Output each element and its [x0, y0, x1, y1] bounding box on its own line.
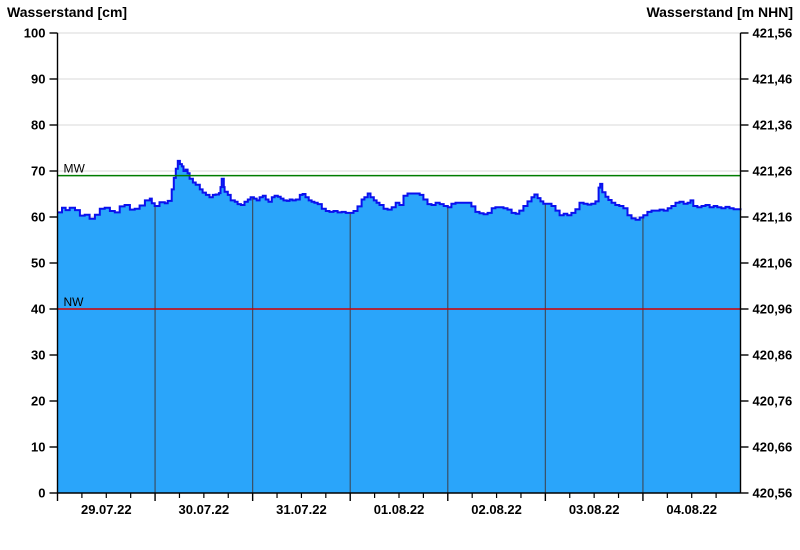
- y-left-tick-label: 30: [31, 348, 45, 363]
- left-axis-title: Wasserstand [cm]: [7, 4, 128, 20]
- y-right-tick-label: 420,76: [753, 394, 793, 409]
- x-day-label: 31.07.22: [276, 502, 327, 517]
- y-left-tick-label: 100: [24, 26, 46, 41]
- x-day-label: 01.08.22: [374, 502, 425, 517]
- water-level-line: [57, 159, 742, 221]
- x-day-label: 30.07.22: [179, 502, 230, 517]
- y-right-tick-label: 421,36: [753, 118, 793, 133]
- x-day-label: 29.07.22: [81, 502, 132, 517]
- y-right-tick-label: 421,56: [753, 26, 793, 41]
- y-left-tick-label: 80: [31, 118, 45, 133]
- y-right-tick-label: 420,66: [753, 440, 793, 455]
- y-right-tick-label: 421,46: [753, 72, 793, 87]
- mw-reference-label: MW: [64, 162, 86, 176]
- day-separator-group: [154, 160, 644, 493]
- y-right-tick-label: 421,26: [753, 164, 793, 179]
- x-day-label: 04.08.22: [666, 502, 717, 517]
- nw-reference-label: NW: [64, 295, 85, 309]
- x-day-label: 02.08.22: [471, 502, 522, 517]
- y-right-tick-label: 420,56: [753, 486, 793, 501]
- y-left-tick-label: 10: [31, 440, 45, 455]
- y-right-tick-label: 421,06: [753, 256, 793, 271]
- x-day-label: 03.08.22: [569, 502, 620, 517]
- y-left-tick-label: 90: [31, 72, 45, 87]
- y-right-tick-label: 421,16: [753, 210, 793, 225]
- y-left-tick-label: 40: [31, 302, 45, 317]
- y-right-tick-label: 420,96: [753, 302, 793, 317]
- y-left-tick-label: 20: [31, 394, 45, 409]
- right-axis-title: Wasserstand [m NHN]: [646, 4, 793, 20]
- water-level-area: [57, 160, 741, 493]
- y-left-tick-label: 60: [31, 210, 45, 225]
- y-left-tick-label: 70: [31, 164, 45, 179]
- y-left-tick-label: 50: [31, 256, 45, 271]
- y-left-tick-label: 0: [38, 486, 45, 501]
- y-right-tick-label: 420,86: [753, 348, 793, 363]
